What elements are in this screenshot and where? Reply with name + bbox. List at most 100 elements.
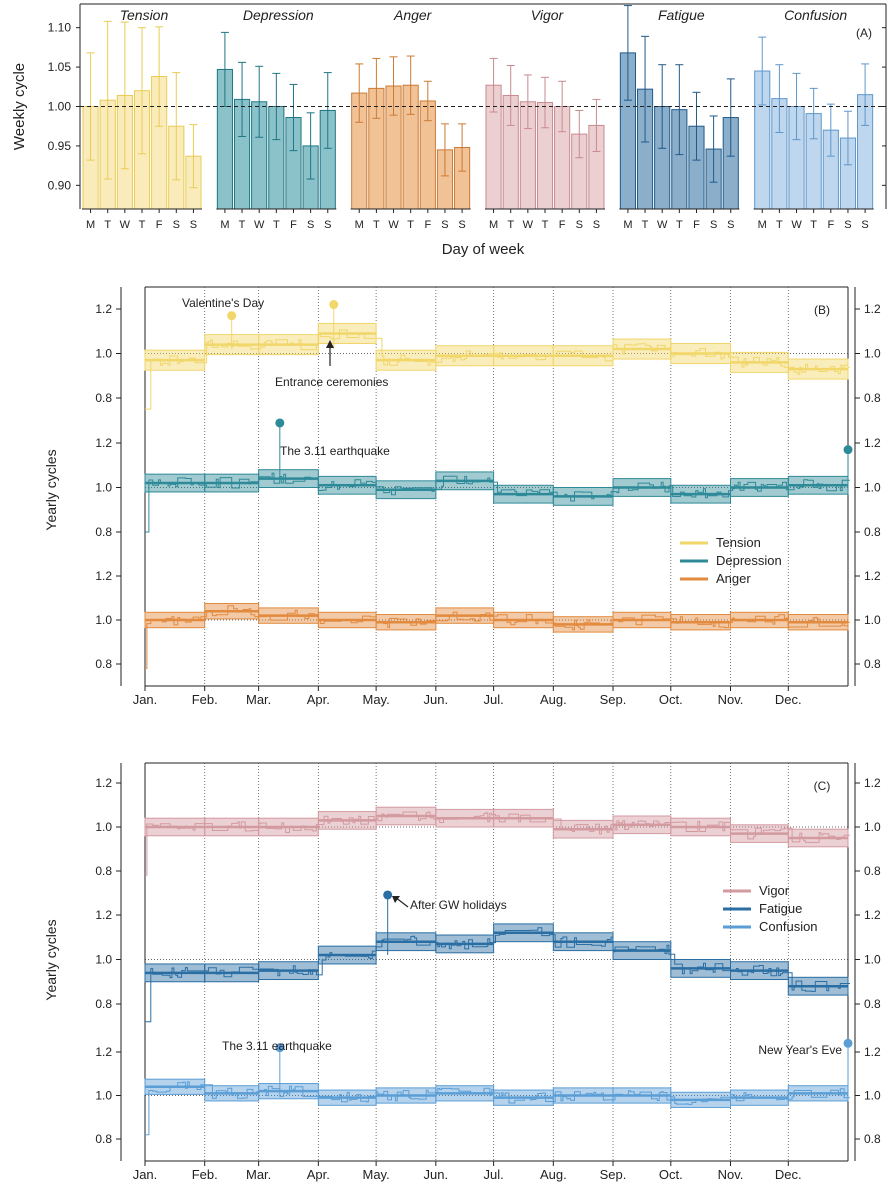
panel-a-ytick-label: 0.95 <box>48 139 72 153</box>
month-label: Feb. <box>192 692 218 707</box>
daily-trace <box>145 329 850 410</box>
yearly-ytick-label: 1.2 <box>95 776 112 790</box>
month-label: Feb. <box>192 1167 218 1182</box>
month-label: Dec. <box>775 1167 802 1182</box>
daily-trace <box>145 811 850 876</box>
annotation-marker <box>275 418 285 428</box>
month-label: Jun. <box>424 1167 449 1182</box>
daily-trace <box>145 927 850 1023</box>
weekly-day-label: S <box>307 219 314 231</box>
annotation-label: Entrance ceremonies <box>275 375 388 389</box>
annotation-marker <box>843 1038 853 1048</box>
legend-label: Vigor <box>759 883 790 898</box>
panel-c: Jan. Feb. Mar. Apr. May. Jun. Jul. Aug. Sep. Oct.… <box>43 762 881 1182</box>
weekly-day-label: T <box>776 219 783 231</box>
annotation-label: The 3.11 earthquake <box>222 1039 332 1053</box>
yearly-ytick-label: 1.2 <box>95 908 112 922</box>
yearly-right-ytick-label: 0.8 <box>864 525 881 539</box>
yearly-right-ytick-label: 1.2 <box>864 436 881 450</box>
yearly-right-ytick-label: 1.0 <box>864 347 881 361</box>
weekly-day-label: S <box>458 219 465 231</box>
yearly-right-ytick-label: 1.2 <box>864 1045 881 1059</box>
yearly-right-ytick-label: 0.8 <box>864 997 881 1011</box>
annotation-label: The 3.11 earthquake <box>280 444 390 458</box>
month-label: Apr. <box>307 692 330 707</box>
weekly-day-label: S <box>861 219 868 231</box>
annotation-arrow-head <box>392 896 400 903</box>
annotation-arrow-head <box>326 340 334 348</box>
annotation-marker <box>383 890 393 900</box>
weekly-day-label: S <box>324 219 331 231</box>
weekly-day-label: T <box>239 219 246 231</box>
yearly-ytick-label: 0.8 <box>95 657 112 671</box>
weekly-day-label: T <box>139 219 146 231</box>
yearly-right-ytick-label: 0.8 <box>864 1132 881 1146</box>
yearly-series-fatigue: 0.8 0.8 1.0 1.0 1.2 1.2 After GW holidays <box>95 890 881 1023</box>
weekly-day-label: W <box>254 219 265 231</box>
weekly-day-label: M <box>220 219 229 231</box>
yearly-ytick-label: 0.8 <box>95 1132 112 1146</box>
weekly-day-label: W <box>388 219 399 231</box>
month-label: Aug. <box>540 1167 567 1182</box>
panel-a-xlabel: Day of week <box>442 241 525 258</box>
weekly-day-label: T <box>104 219 111 231</box>
panel-a-ytick-label: 0.90 <box>48 178 72 192</box>
month-label: Jul. <box>483 1167 503 1182</box>
panel-a-ytick-label: 1.00 <box>48 100 72 114</box>
month-label: Mar. <box>246 1167 271 1182</box>
weekly-day-label: M <box>623 219 632 231</box>
month-label: May. <box>363 692 390 707</box>
weekly-day-label: T <box>542 219 549 231</box>
weekly-day-label: W <box>657 219 668 231</box>
legend-label: Fatigue <box>759 901 802 916</box>
month-label: Jul. <box>483 692 503 707</box>
yearly-right-ytick-label: 1.0 <box>864 481 881 495</box>
panel-ylabel: Yearly cycles <box>43 449 59 530</box>
legend-label: Tension <box>716 535 761 550</box>
weekly-group-title: Vigor <box>531 7 565 23</box>
month-label: Oct. <box>659 1167 683 1182</box>
weekly-day-label: F <box>290 219 297 231</box>
yearly-ytick-label: 1.0 <box>95 953 112 967</box>
month-label: Jun. <box>424 692 449 707</box>
month-label: May. <box>363 1167 390 1182</box>
annotation-label: After GW holidays <box>410 898 507 912</box>
weekly-day-label: T <box>810 219 817 231</box>
weekly-day-label: F <box>559 219 566 231</box>
yearly-right-ytick-label: 0.8 <box>864 391 881 405</box>
weekly-day-label: M <box>86 219 95 231</box>
weekly-day-label: S <box>190 219 197 231</box>
month-label: Aug. <box>540 692 567 707</box>
yearly-ytick-label: 0.8 <box>95 391 112 405</box>
panel-ylabel: Yearly cycles <box>43 919 59 1000</box>
weekly-day-label: W <box>523 219 534 231</box>
legend-label: Depression <box>716 553 782 568</box>
yearly-ytick-label: 0.8 <box>95 864 112 878</box>
yearly-ytick-label: 1.2 <box>95 436 112 450</box>
yearly-ytick-label: 1.0 <box>95 347 112 361</box>
weekly-day-label: S <box>593 219 600 231</box>
panel-a-ytick-label: 1.05 <box>48 60 72 74</box>
yearly-ytick-label: 1.0 <box>95 1089 112 1103</box>
weekly-day-label: F <box>424 219 431 231</box>
panel-label: (B) <box>814 303 830 317</box>
weekly-day-label: M <box>489 219 498 231</box>
month-label: Dec. <box>775 692 802 707</box>
yearly-ytick-label: 1.2 <box>95 1045 112 1059</box>
weekly-day-label: F <box>827 219 834 231</box>
annotation-marker <box>275 1043 285 1053</box>
weekly-group-title: Anger <box>393 7 433 23</box>
panel-label: (C) <box>814 779 831 793</box>
legend-label: Anger <box>716 571 751 586</box>
panel-a: 0.90 0.95 1.00 1.05 1.10 Weekly cycle (A) Tensi… <box>11 3 887 258</box>
yearly-ytick-label: 1.0 <box>95 820 112 834</box>
yearly-right-ytick-label: 0.8 <box>864 864 881 878</box>
weekly-day-label: S <box>844 219 851 231</box>
yearly-right-ytick-label: 1.0 <box>864 613 881 627</box>
